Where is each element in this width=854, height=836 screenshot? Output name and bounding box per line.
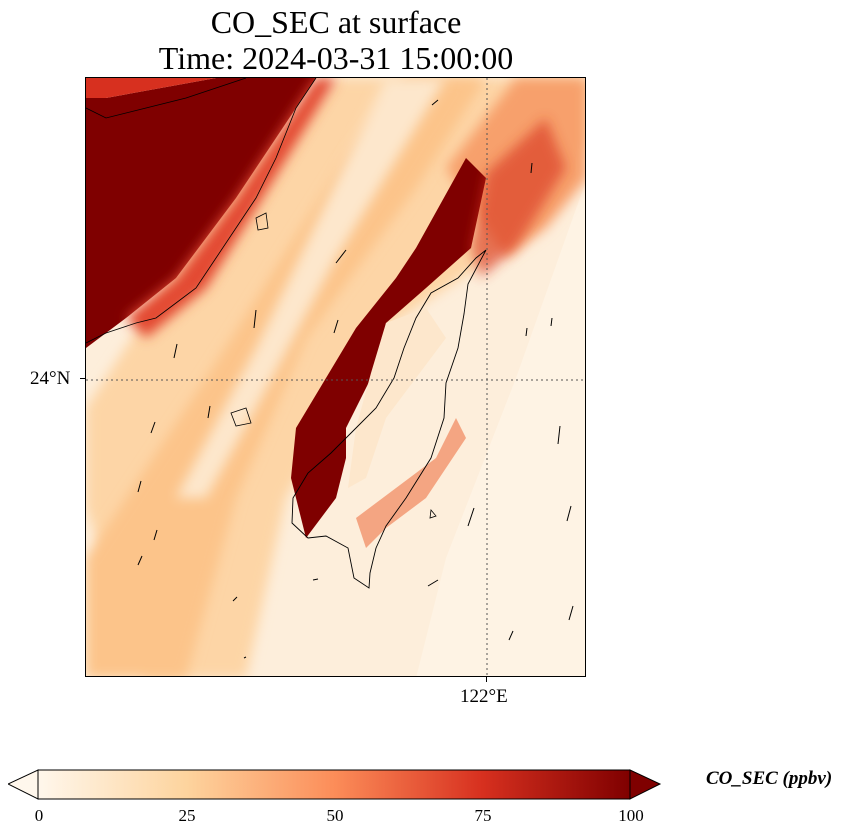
wind-arrow bbox=[312, 578, 319, 581]
wind-arrow bbox=[467, 507, 475, 527]
colorbar-graphic bbox=[6, 769, 662, 800]
field-china-coast-high bbox=[86, 78, 316, 348]
wind-arrow bbox=[137, 555, 143, 566]
wind-arrow bbox=[173, 343, 178, 359]
map-canvas bbox=[86, 78, 585, 676]
wind-arrow bbox=[525, 327, 528, 337]
colorbar-tick-25: 25 bbox=[178, 806, 196, 825]
wind-arrow bbox=[137, 480, 142, 493]
wind-arrow bbox=[232, 596, 238, 602]
colorbar-tick-100: 100 bbox=[618, 806, 644, 825]
wind-arrow bbox=[568, 605, 574, 621]
colorbar-label: CO_SEC (ppbv) bbox=[706, 768, 833, 789]
colorbar-gradient bbox=[37, 769, 631, 800]
field-taiwan-east-orange bbox=[356, 418, 466, 548]
lon-tick-mark bbox=[486, 677, 487, 682]
colorbar-tick-50: 50 bbox=[326, 806, 344, 825]
field-taiwan-high bbox=[291, 158, 486, 538]
wind-arrow bbox=[427, 579, 439, 587]
wind-arrow bbox=[150, 421, 156, 434]
plot-title-line-2: Time: 2024-03-31 15:00:00 bbox=[158, 40, 514, 76]
lon-tick-label: 122°E bbox=[460, 686, 508, 707]
field-china-fringe bbox=[126, 78, 336, 338]
wind-arrow bbox=[566, 505, 572, 522]
wind-arrow bbox=[431, 99, 439, 106]
field-light-lane bbox=[176, 78, 446, 498]
field-taiwan-center-low bbox=[348, 308, 446, 488]
field-east-low bbox=[416, 183, 585, 676]
wind-arrow bbox=[243, 656, 247, 659]
map-panel bbox=[85, 77, 586, 677]
wind-arrow bbox=[530, 162, 533, 174]
plot-title-line-1: CO_SEC at surface bbox=[210, 4, 462, 40]
field-band-mid bbox=[86, 78, 486, 676]
wind-arrow bbox=[153, 529, 158, 541]
field-china-coast-red bbox=[86, 78, 216, 98]
wind-arrow bbox=[207, 405, 211, 419]
island-outlines bbox=[230, 212, 437, 519]
wind-arrow bbox=[508, 630, 514, 641]
colorbar-extend-min bbox=[6, 769, 39, 800]
wind-arrow bbox=[335, 249, 347, 264]
colorbar-tick-75: 75 bbox=[474, 806, 492, 825]
wind-arrow bbox=[333, 319, 339, 334]
colorbar-extend-max bbox=[629, 769, 662, 800]
wind-arrow bbox=[550, 317, 553, 327]
wind-arrow bbox=[557, 425, 561, 445]
taiwan-coastline bbox=[291, 249, 487, 589]
colorbar bbox=[6, 769, 662, 801]
colorbar-tick-0: 0 bbox=[34, 806, 44, 825]
field-taiwan-north-red bbox=[471, 118, 566, 278]
china-coastline bbox=[86, 78, 317, 344]
wind-vectors bbox=[137, 99, 574, 659]
wind-arrow bbox=[253, 309, 257, 329]
lat-tick-mark bbox=[80, 378, 85, 379]
lat-tick-label: 24°N bbox=[30, 368, 71, 389]
